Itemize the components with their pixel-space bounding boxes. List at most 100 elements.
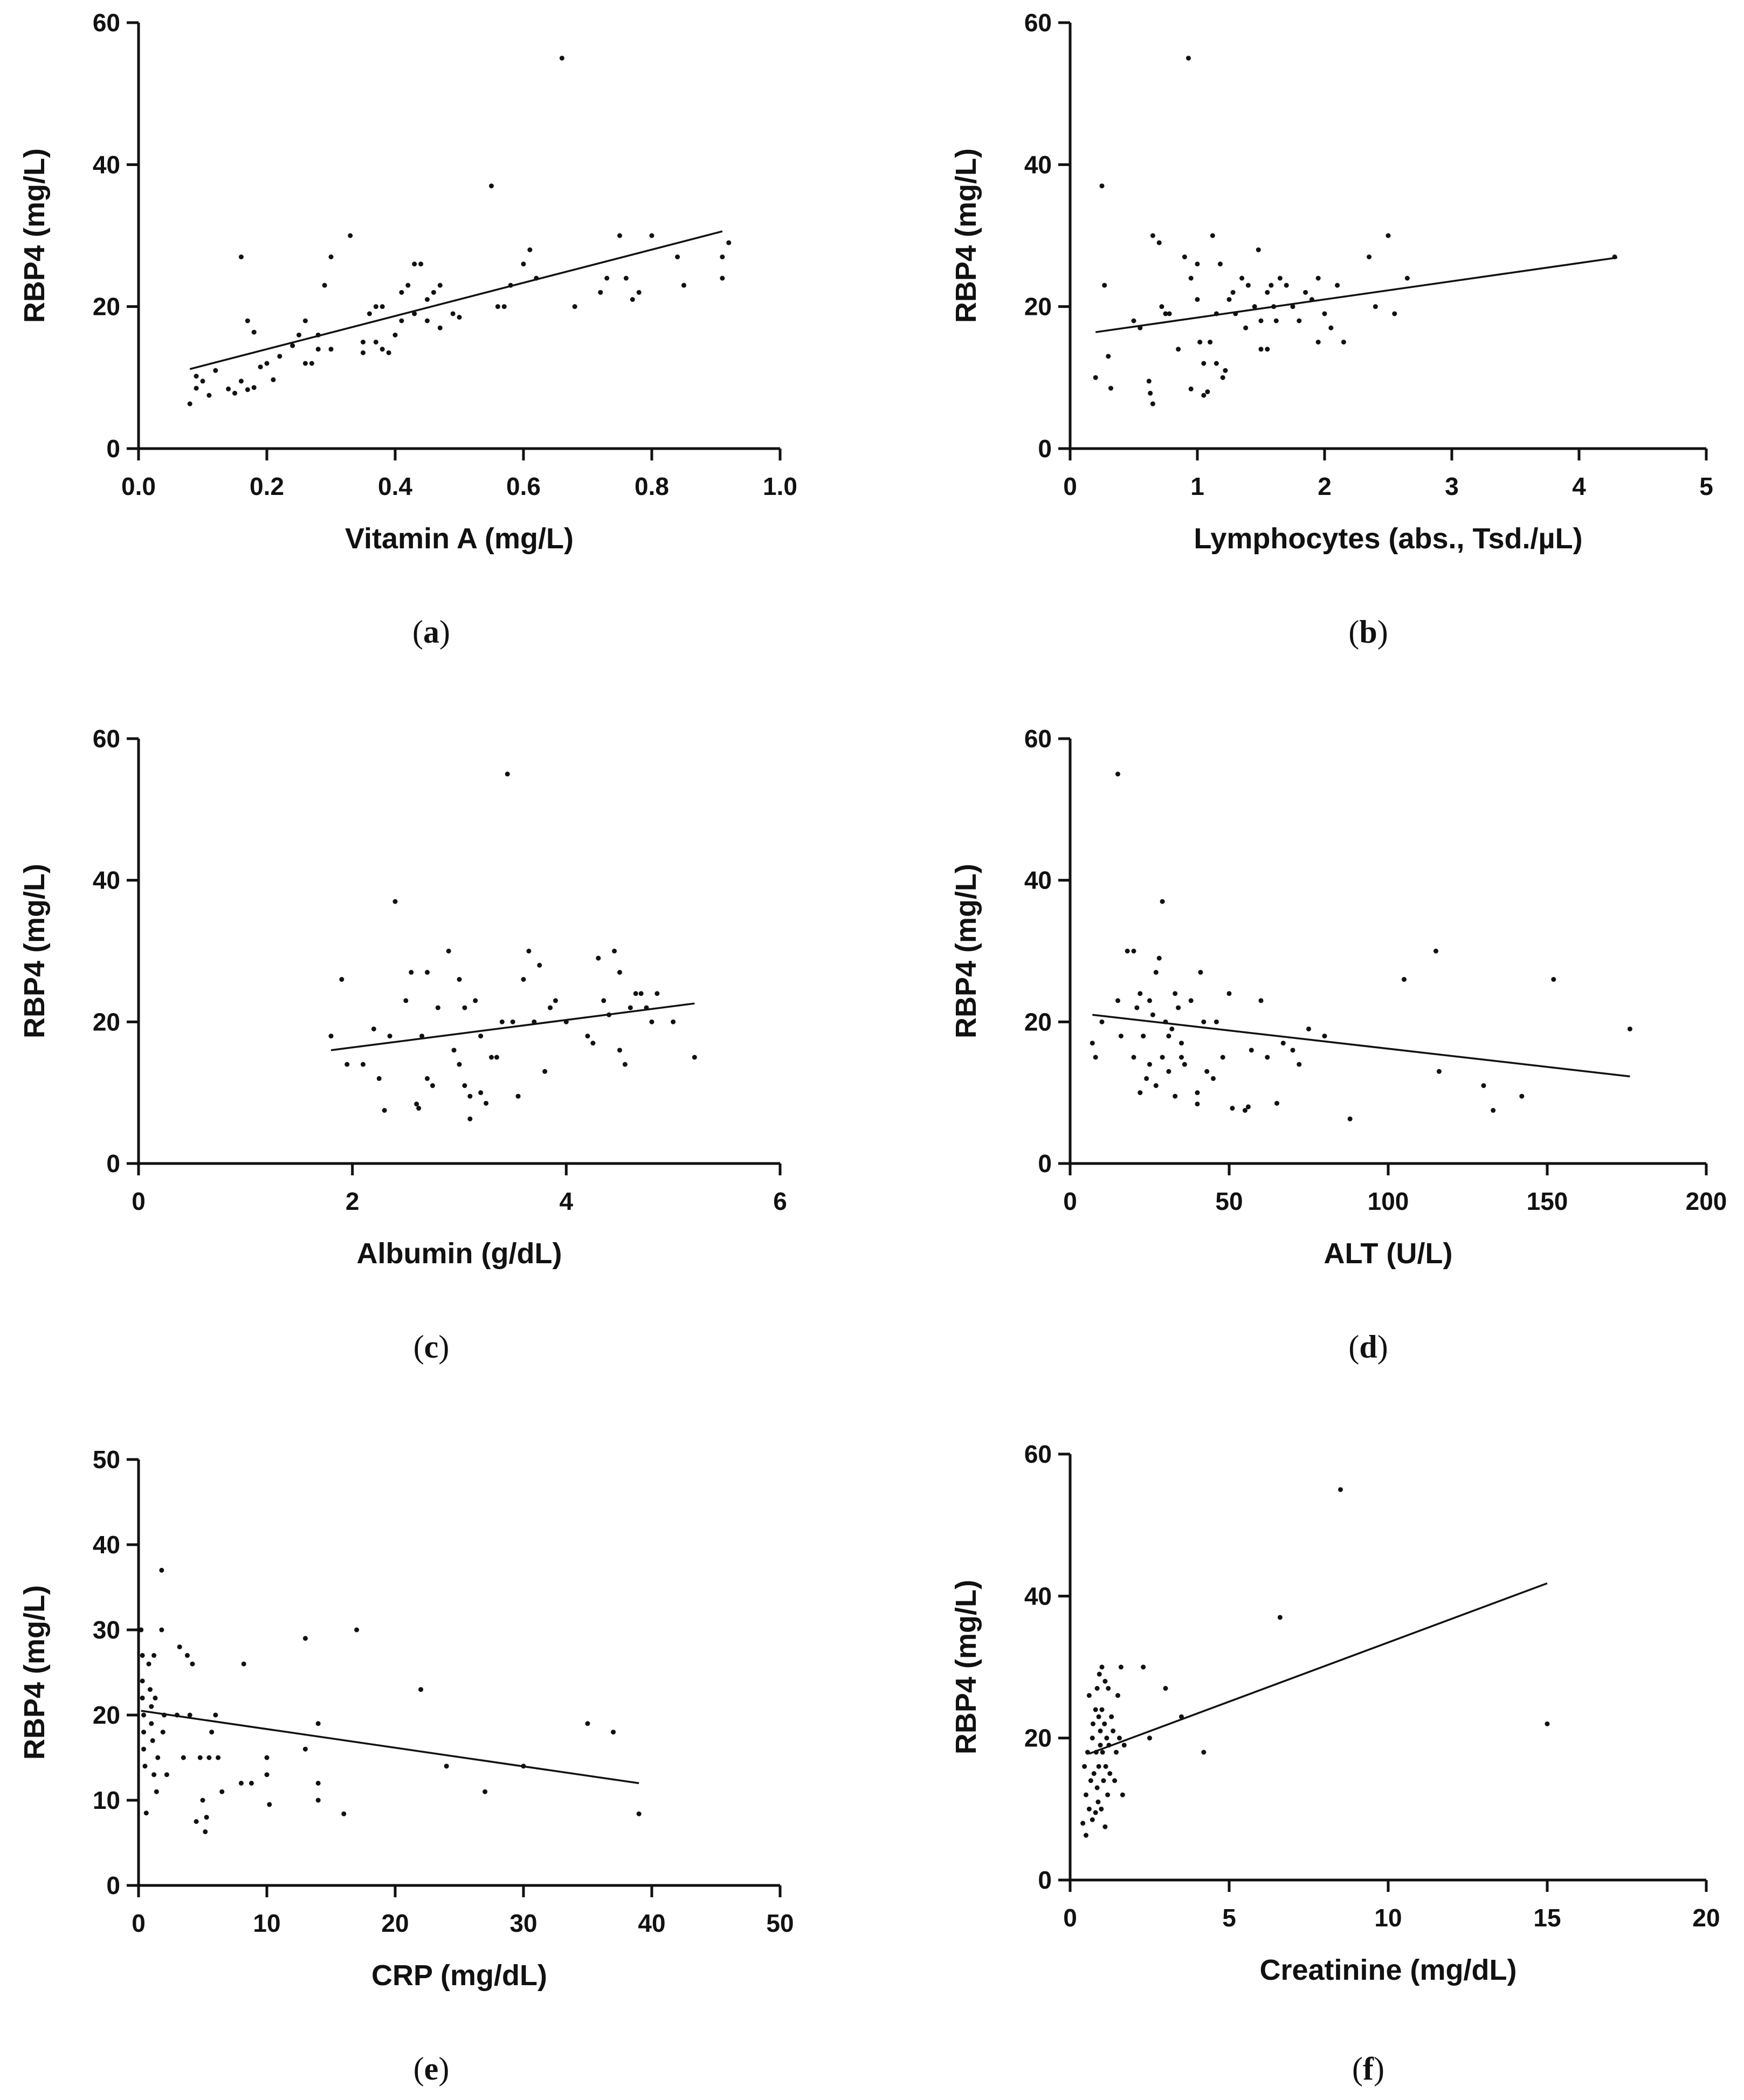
x-tick-label: 4 [560,1187,574,1215]
panel-caption: (a) [412,614,450,650]
data-point [1230,1106,1235,1111]
data-point [1080,1821,1086,1826]
x-tick-label: 5 [1222,1904,1236,1932]
data-point [585,1034,590,1039]
data-point [245,318,250,323]
y-tick-label: 0 [106,435,120,463]
data-point [1252,304,1257,309]
data-point [1201,361,1207,366]
data-point [1099,1664,1105,1670]
data-point [1173,1093,1178,1099]
y-tick-label: 0 [106,1149,120,1178]
y-tick-label: 60 [1024,725,1052,753]
x-tick-label: 1.0 [763,472,797,500]
data-point [1141,1034,1146,1039]
data-point [187,1712,192,1718]
data-point [1084,1833,1088,1838]
data-point [1179,1041,1184,1046]
data-point [238,1780,244,1786]
data-point [1201,393,1207,398]
x-tick-label: 1 [1190,472,1204,500]
data-point [681,283,686,288]
panel-b: 0 20 40 60 0 1 2 3 4 5 Lymphocytes (abs., Tsd./µL)… [950,9,1713,650]
data-point [612,948,617,954]
data-point [515,1093,521,1099]
data-point [1226,991,1232,996]
regression-line [189,230,723,370]
data-point [1085,1750,1090,1755]
data-point [1201,1019,1207,1024]
data-point [361,1062,366,1067]
data-point [692,1055,697,1060]
y-tick-label: 40 [1024,150,1052,178]
data-point [1163,1686,1168,1691]
data-point [139,1627,144,1633]
panel-e: 0 10 20 30 40 50 0 10 20 30 40 50 CRP (mg/dL) RBP4 (m… [18,1445,794,2087]
data-point [141,1712,147,1718]
data-point [1373,304,1378,309]
data-point [232,390,237,396]
y-axis-title: RBP4 (mg/L) [18,148,51,323]
y-tick-label: 40 [93,1531,120,1559]
data-point [435,1005,440,1010]
data-point [1249,1048,1254,1053]
data-point [1210,233,1215,238]
data-point [315,1721,321,1726]
panel-caption: (b) [1348,614,1388,650]
data-point [399,290,404,295]
data-point [1214,1019,1219,1024]
caption-open-paren: ( [1348,614,1359,650]
data-point [617,1048,622,1053]
data-point [1160,899,1165,904]
data-point [200,378,205,384]
x-tick-label: 0.4 [378,472,412,500]
data-point [622,1062,628,1067]
y-tick-label: 40 [93,150,120,178]
data-point [1156,955,1162,961]
data-point [1163,311,1168,316]
data-point [376,1076,382,1081]
data-point [559,56,564,61]
data-point [1188,276,1194,281]
data-point [1115,1693,1120,1698]
data-point [1150,401,1155,407]
data-point [542,1069,548,1074]
y-tick-label: 20 [1024,293,1052,321]
data-point [209,1730,215,1735]
data-point [473,998,478,1003]
data-point [302,361,308,366]
data-point [611,1730,616,1735]
data-point [1627,1026,1632,1031]
data-point [1551,977,1556,982]
data-point [720,276,725,281]
data-point [720,254,725,259]
data-point [654,991,660,996]
data-point [649,1019,654,1024]
data-point [184,1653,190,1658]
data-point [302,1746,308,1752]
data-point [367,311,372,316]
data-point [526,948,532,954]
regression-line [1095,257,1618,333]
x-tick-label: 0 [1063,472,1077,500]
data-point [1176,1005,1181,1010]
y-tick-label: 60 [1024,1440,1052,1468]
data-point [1088,1778,1093,1784]
data-point [1217,261,1223,267]
data-point [1111,1729,1116,1733]
data-point [1118,1034,1123,1039]
data-point [596,955,601,961]
data-point [403,998,409,1003]
data-point [1094,1785,1100,1791]
data-point [392,332,398,338]
data-point [1150,1012,1155,1017]
data-point [414,1101,419,1107]
data-point [258,364,263,370]
data-point [638,991,644,996]
data-point [1086,1806,1092,1812]
data-point [1519,1093,1525,1099]
y-tick-label: 20 [93,293,120,321]
x-axis-title: CRP (mg/dL) [371,1959,547,1992]
data-point [1106,1686,1111,1691]
data-point [636,290,642,295]
